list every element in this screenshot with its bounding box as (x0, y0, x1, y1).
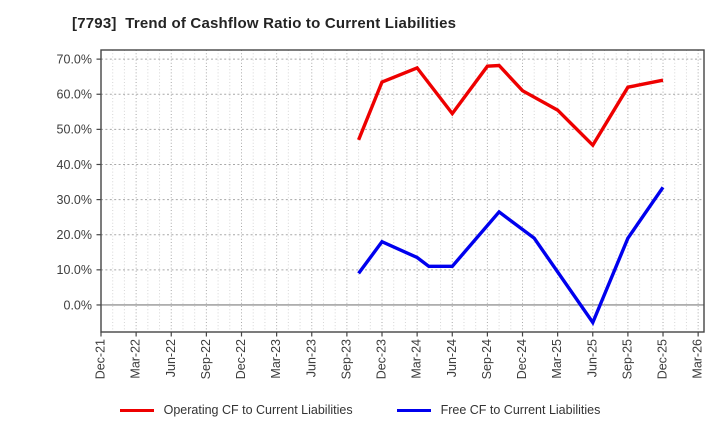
svg-text:Jun-25: Jun-25 (585, 339, 599, 377)
svg-text:Mar-25: Mar-25 (550, 339, 564, 379)
svg-text:60.0%: 60.0% (57, 88, 92, 102)
svg-text:Mar-26: Mar-26 (691, 339, 705, 379)
svg-text:20.0%: 20.0% (57, 228, 92, 242)
legend-line-blue-icon (396, 408, 431, 412)
svg-text:Sep-24: Sep-24 (480, 339, 494, 379)
legend-label-operating-cf: Operating CF to Current Liabilities (163, 403, 353, 417)
svg-text:Dec-22: Dec-22 (234, 339, 248, 379)
svg-text:Mar-24: Mar-24 (410, 339, 424, 379)
legend-item-operating-cf: Operating CF to Current Liabilities (119, 403, 353, 417)
svg-text:70.0%: 70.0% (57, 52, 92, 66)
svg-text:Mar-22: Mar-22 (129, 339, 143, 379)
svg-text:0.0%: 0.0% (64, 298, 93, 312)
svg-text:40.0%: 40.0% (57, 158, 92, 172)
svg-text:Dec-21: Dec-21 (94, 339, 108, 379)
legend: Operating CF to Current Liabilities Free… (0, 403, 720, 417)
svg-text:Sep-22: Sep-22 (199, 339, 213, 379)
svg-text:Dec-24: Dec-24 (515, 339, 529, 379)
svg-text:Jun-24: Jun-24 (445, 339, 459, 377)
svg-text:30.0%: 30.0% (57, 193, 92, 207)
svg-text:Dec-23: Dec-23 (375, 339, 389, 379)
svg-text:Mar-23: Mar-23 (269, 339, 283, 379)
chart-title: [7793] Trend of Cashflow Ratio to Curren… (72, 15, 457, 32)
legend-label-free-cf: Free CF to Current Liabilities (440, 403, 601, 417)
legend-item-free-cf: Free CF to Current Liabilities (396, 403, 601, 417)
svg-text:Sep-23: Sep-23 (339, 339, 353, 379)
svg-text:50.0%: 50.0% (57, 123, 92, 137)
svg-text:Jun-23: Jun-23 (304, 339, 318, 377)
svg-text:Sep-25: Sep-25 (620, 339, 634, 379)
svg-text:Jun-22: Jun-22 (164, 339, 178, 377)
legend-line-red-icon (119, 408, 154, 412)
svg-text:Dec-25: Dec-25 (656, 339, 670, 379)
svg-text:10.0%: 10.0% (57, 263, 92, 277)
